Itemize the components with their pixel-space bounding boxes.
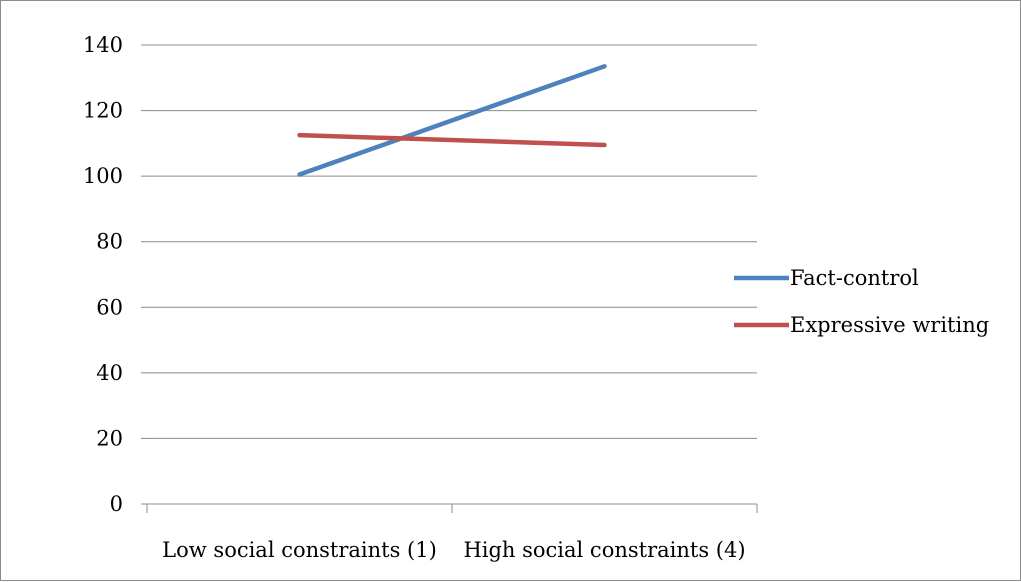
series-lines [297,64,607,177]
y-tick-label: 100 [83,164,123,188]
series-line-fact-control [297,64,607,177]
y-tick-label: 80 [96,230,123,254]
y-tick-label: 0 [110,492,123,516]
series-line-expressive-writing [297,132,607,148]
y-tick-label: 140 [83,33,123,57]
y-tick-label: 60 [96,295,123,319]
x-axis-tick-labels: Low social constraints (1) High social co… [162,538,745,562]
x-tick-label: Low social constraints (1) [162,538,437,562]
y-axis-tick-labels: 0 20 40 60 80 100 120 140 [83,33,123,516]
legend-label: Fact-control [790,266,919,290]
y-tick-label: 40 [96,361,123,385]
x-axis [141,44,758,513]
y-tick-label: 20 [96,426,123,450]
legend-label: Expressive writing [790,313,989,337]
y-tick-label: 120 [83,99,123,123]
x-tick-label: High social constraints (4) [463,538,745,562]
legend: Fact-control Expressive writing [734,266,989,337]
gridlines [147,44,757,439]
